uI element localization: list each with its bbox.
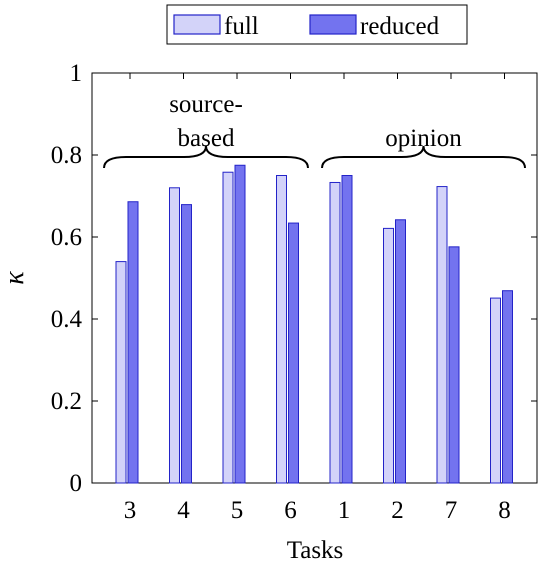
y-tick-label: 0.8 <box>51 142 82 169</box>
plot-area: 0 0.2 0.4 0.6 0.8 1 3 4 5 6 1 2 7 8 source-based opinio… <box>51 60 538 524</box>
y-tick-label: 1 <box>70 60 83 87</box>
x-tick-label: 7 <box>445 497 458 524</box>
group-label-1: opinion <box>385 125 462 152</box>
y-tick-label: 0.6 <box>51 224 82 251</box>
bar-reduced-5 <box>234 164 246 484</box>
legend-swatch-full <box>173 14 221 35</box>
bar-full-4 <box>169 187 180 484</box>
group-brace-0 <box>103 145 309 169</box>
bar-full-3 <box>115 261 127 484</box>
x-tick-label: 4 <box>177 497 190 524</box>
group-brace-1 <box>321 145 526 169</box>
bar-full-1 <box>329 181 341 484</box>
bar-full-5 <box>222 171 234 484</box>
legend-swatch-reduced <box>309 14 357 35</box>
bar-reduced-8 <box>502 290 513 484</box>
bar-reduced-7 <box>448 246 460 484</box>
bar-full-6 <box>276 175 287 484</box>
bar-reduced-3 <box>127 201 139 484</box>
y-tick-label: 0.4 <box>51 306 83 333</box>
bar-reduced-6 <box>288 222 299 484</box>
group-label-0: source- <box>169 91 243 118</box>
y-tick-label: 0.2 <box>51 388 82 415</box>
legend-label-reduced: reduced <box>360 13 440 40</box>
bar-reduced-1 <box>341 175 353 484</box>
bar-full-2 <box>383 227 394 484</box>
x-tick-label: 8 <box>498 497 511 524</box>
group-label-0: based <box>178 125 235 152</box>
x-tick-label: 3 <box>124 497 137 524</box>
x-tick-label: 2 <box>391 497 404 524</box>
bar-full-8 <box>490 297 501 484</box>
x-axis-title: Tasks <box>287 537 344 564</box>
x-tick-label: 6 <box>284 497 297 524</box>
y-tick-label: 0 <box>70 470 83 497</box>
x-tick-label: 1 <box>338 497 351 524</box>
bar-full-7 <box>436 186 448 484</box>
x-tick-label: 5 <box>231 497 244 524</box>
legend: full reduced <box>166 4 468 45</box>
legend-label-full: full <box>224 13 259 40</box>
y-axis-title: κ <box>0 271 30 285</box>
bar-reduced-4 <box>181 204 192 484</box>
bar-reduced-2 <box>395 219 406 484</box>
plot-frame <box>91 72 538 484</box>
